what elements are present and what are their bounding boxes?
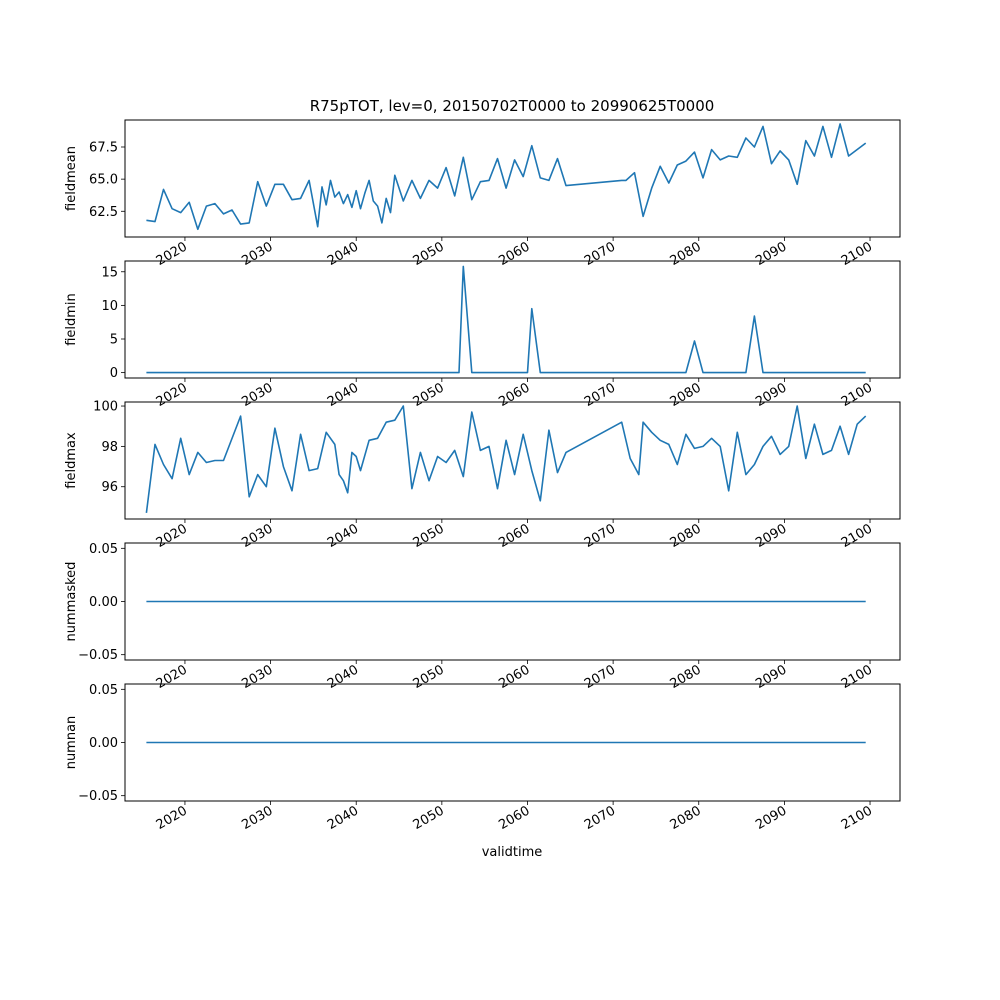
x-tick-label-fieldmin: 2030 [239, 380, 275, 410]
x-axis-label: validtime [482, 845, 543, 860]
x-tick-label-fieldmin: 2060 [496, 380, 532, 410]
axes-frame-fieldmax [124, 401, 901, 520]
panel-fieldmax: 96 98 100 fieldmax 2020 2030 2040 2050 2060 2070 2… [64, 400, 901, 551]
panel-fieldmin: 0 5 10 15 fieldmin 2020 2030 2040 2050 2060 2070 20… [64, 260, 901, 410]
x-tick-label-fieldmean: 2070 [582, 239, 618, 269]
panel-nummasked: −0.05 0.00 0.05 nummasked 2020 2030 2040 2050 20… [64, 542, 901, 692]
y-tick-label-numnan: 0.05 [89, 683, 118, 698]
x-tick-label-nummasked: 2060 [496, 662, 532, 692]
y-tick-label-nummasked: 0.05 [89, 542, 118, 557]
x-tick-label-fieldmean: 2050 [411, 239, 447, 269]
y-tick-label-fieldmin: 15 [101, 265, 118, 280]
panel-fieldmean: 62.5 65.0 67.5 fieldmean 2020 2030 2040 2050 206… [64, 119, 901, 269]
x-tick-label-fieldmax: 2100 [839, 521, 875, 551]
x-tick-label-nummasked: 2080 [668, 662, 704, 692]
y-tick-label-fieldmean: 65.0 [89, 173, 118, 188]
panel-numnan: −0.05 0.00 0.05 numnan 2020 2030 2040 2050 2060 2… [64, 683, 901, 833]
x-tick-label-fieldmin: 2090 [753, 380, 789, 410]
x-tick-label-fieldmean: 2040 [325, 239, 361, 269]
y-axis-label-nummasked: nummasked [64, 562, 79, 642]
x-tick-label-numnan: 2020 [154, 803, 190, 833]
y-tick-label-fieldmin: 10 [101, 299, 118, 314]
y-tick-label-fieldmean: 62.5 [89, 205, 118, 220]
x-tick-label-fieldmax: 2020 [154, 521, 190, 551]
y-tick-label-nummasked: −0.05 [78, 648, 118, 663]
x-tick-label-fieldmax: 2090 [753, 521, 789, 551]
y-axis-label-fieldmax: fieldmax [64, 432, 79, 489]
x-tick-label-numnan: 2070 [582, 803, 618, 833]
axes-frame-fieldmean [124, 119, 901, 238]
x-tick-label-fieldmax: 2060 [496, 521, 532, 551]
x-tick-label-nummasked: 2050 [411, 662, 447, 692]
x-tick-label-nummasked: 2030 [239, 662, 275, 692]
x-tick-label-fieldmean: 2080 [668, 239, 704, 269]
series-line-fieldmax [145, 405, 867, 513]
x-tick-label-numnan: 2090 [753, 803, 789, 833]
x-tick-label-fieldmean: 2030 [239, 239, 275, 269]
x-tick-label-fieldmin: 2020 [154, 380, 190, 410]
y-tick-label-nummasked: 0.00 [89, 595, 118, 610]
x-tick-label-fieldmean: 2090 [753, 239, 789, 269]
x-tick-label-nummasked: 2040 [325, 662, 361, 692]
x-tick-label-fieldmean: 2060 [496, 239, 532, 269]
y-axis-label-fieldmean: fieldmean [64, 146, 79, 211]
x-tick-label-numnan: 2050 [411, 803, 447, 833]
x-tick-label-fieldmean: 2100 [839, 239, 875, 269]
x-tick-label-numnan: 2060 [496, 803, 532, 833]
x-tick-label-fieldmin: 2050 [411, 380, 447, 410]
y-tick-label-fieldmax: 96 [101, 480, 118, 495]
x-tick-label-nummasked: 2020 [154, 662, 190, 692]
series-line-fieldmin [146, 265, 866, 374]
y-tick-label-fieldmax: 100 [93, 400, 118, 415]
y-tick-label-numnan: −0.05 [78, 789, 118, 804]
chart-title: R75pTOT, lev=0, 20150702T0000 to 2099062… [310, 97, 715, 115]
x-tick-label-numnan: 2040 [325, 803, 361, 833]
x-tick-label-nummasked: 2100 [839, 662, 875, 692]
x-tick-label-nummasked: 2070 [582, 662, 618, 692]
x-tick-label-fieldmax: 2080 [668, 521, 704, 551]
x-tick-label-fieldmin: 2100 [839, 380, 875, 410]
x-tick-label-nummasked: 2090 [753, 662, 789, 692]
y-axis-label-fieldmin: fieldmin [64, 293, 79, 346]
y-axis-label-numnan: numnan [64, 716, 79, 770]
y-tick-label-fieldmin: 0 [110, 366, 118, 381]
y-tick-label-fieldmax: 98 [101, 440, 118, 455]
y-tick-label-numnan: 0.00 [89, 736, 118, 751]
y-tick-label-fieldmean: 67.5 [89, 141, 118, 156]
x-tick-label-numnan: 2030 [239, 803, 275, 833]
x-tick-label-fieldmax: 2050 [411, 521, 447, 551]
x-tick-label-numnan: 2080 [668, 803, 704, 833]
x-tick-label-fieldmin: 2080 [668, 380, 704, 410]
x-tick-label-fieldmax: 2030 [239, 521, 275, 551]
x-tick-label-fieldmin: 2040 [325, 380, 361, 410]
axes-frame-fieldmin [124, 260, 901, 379]
y-tick-label-fieldmin: 5 [110, 333, 118, 348]
x-tick-label-fieldmean: 2020 [154, 239, 190, 269]
x-tick-label-fieldmin: 2070 [582, 380, 618, 410]
x-tick-label-fieldmax: 2040 [325, 521, 361, 551]
series-line-fieldmean [146, 123, 867, 231]
x-tick-label-fieldmax: 2070 [582, 521, 618, 551]
x-tick-label-numnan: 2100 [839, 803, 875, 833]
